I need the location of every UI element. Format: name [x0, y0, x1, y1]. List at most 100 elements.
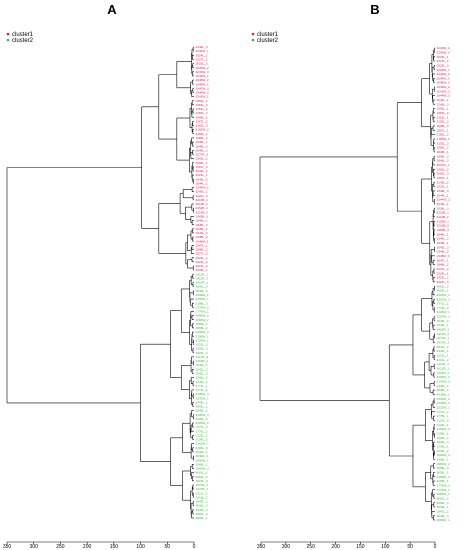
panel-a-axis-ticks: [6, 542, 195, 545]
leaf-label: 1542L_3: [196, 371, 208, 375]
leaf-label: 3211B_2: [437, 215, 449, 219]
leaf-label: 1648L_2: [196, 177, 208, 181]
leaf-label: 1643L_3: [437, 245, 449, 249]
leaf-label: 1822L_3: [437, 440, 449, 444]
leaf-label: 3862L_1: [196, 516, 208, 520]
leaf-label: 1778W_2: [196, 305, 210, 309]
panel-b-legend-cluster1-marker: [251, 32, 255, 36]
leaf-label: 1967L_3: [196, 165, 208, 169]
leaf-label: 2168L_1: [437, 479, 449, 483]
panel-b-dendrogram: 3243W_12243W_32024L_12027L_22023L_32025W…: [259, 46, 451, 522]
leaf-label: 2243W_1: [196, 49, 210, 53]
leaf-label: 2022L_2: [437, 276, 449, 280]
leaf-label: 3243W_2: [437, 72, 451, 76]
leaf-label: 2152B_1: [196, 206, 209, 210]
leaf-label: 2333W_3: [196, 330, 210, 334]
leaf-label: 2005W_1: [437, 375, 451, 379]
leaf-label: 3861L_2: [437, 496, 449, 500]
panel-a: A cluster1 cluster2 2244L_32243W_12024L_…: [3, 2, 209, 550]
leaf-label: 2152L_3: [437, 141, 449, 145]
leaf-label: 2162W_2: [437, 427, 451, 431]
leaf-label: 3221L_1: [437, 185, 449, 189]
leaf-label: 2244L_3: [196, 45, 208, 49]
leaf-label: 3243W_1: [196, 95, 210, 99]
leaf-label: 1241L_1: [437, 444, 449, 448]
leaf-label: 2027R_1: [437, 163, 450, 167]
leaf-label: 2244W_2: [437, 198, 451, 202]
leaf-label: 2027L_2: [437, 267, 449, 271]
leaf-label: 1849L_3: [196, 144, 208, 148]
leaf-label: 1771L_1: [196, 384, 208, 388]
leaf-label: 1417R_2: [437, 332, 450, 336]
leaf-label: 4063L_2: [196, 475, 208, 479]
leaf-label: 3225W_2: [196, 421, 210, 425]
panel-b-tick-label: 150: [356, 544, 365, 550]
leaf-label: 3845L_2: [196, 409, 208, 413]
leaf-label: 1849L_1: [437, 505, 449, 509]
leaf-label: 2211L_1: [437, 354, 449, 358]
leaf-label: 1967L_2: [196, 119, 208, 123]
leaf-label: 4028W_1: [437, 393, 451, 397]
leaf-label: 1963L_2: [196, 157, 208, 161]
leaf-label: 3214B_2: [196, 210, 209, 214]
panel-b-x-axis: 350 300 250 200 150 100 50 0: [257, 541, 437, 550]
leaf-label: 4060W_1: [437, 492, 451, 496]
leaf-label: 2024L_1: [437, 55, 449, 59]
leaf-label: 1843L_2: [196, 508, 208, 512]
leaf-label: 2025W_1: [437, 68, 451, 72]
panel-a-tick-label: 200: [83, 544, 92, 550]
leaf-label: 1648W_3: [437, 81, 451, 85]
panel-a-tick-label: 150: [110, 544, 119, 550]
leaf-label: 1777L_3: [196, 425, 208, 429]
panel-b-tick-label: 300: [282, 544, 291, 550]
leaf-label: 1968L_3: [437, 124, 449, 128]
panel-a-letter: A: [107, 2, 117, 17]
leaf-label: 1846L_2: [196, 148, 208, 152]
leaf-label: 1968L_1: [437, 457, 449, 461]
leaf-label: 1644L_1: [437, 193, 449, 197]
leaf-label: 2183W_2: [196, 128, 210, 132]
leaf-label: 2124L_1: [437, 423, 449, 427]
leaf-label: 3243L_2: [437, 180, 449, 184]
leaf-label: 2166L_1: [437, 431, 449, 435]
panel-a-tick-label: 350: [3, 544, 12, 550]
leaf-label: 2243W_3: [437, 50, 451, 54]
leaf-label: 2155W_1: [196, 297, 210, 301]
leaf-label: 3842L_2: [196, 289, 208, 293]
leaf-label: 2151L_1: [437, 115, 449, 119]
leaf-label: 3226L_3: [196, 417, 208, 421]
leaf-label: 1847L_1: [196, 243, 208, 247]
leaf-label: 2025W_2: [196, 66, 210, 70]
leaf-label: 1967L_1: [437, 128, 449, 132]
leaf-label: 1648M_3: [196, 239, 209, 243]
panel-b-tick-label: 250: [307, 544, 316, 550]
leaf-label: 2024L_1: [196, 256, 208, 260]
leaf-label: 2122L_3: [437, 419, 449, 423]
panel-b-tick-label: 100: [381, 544, 390, 550]
panel-b-legend: cluster1 cluster2: [251, 32, 279, 44]
leaf-label: 2008W_1: [196, 293, 210, 297]
leaf-label: 1643L_3: [196, 231, 208, 235]
leaf-label: 1414R_1: [196, 281, 209, 285]
leaf-label: 2021L_3: [437, 280, 449, 284]
leaf-label: 2124L_2: [196, 438, 208, 442]
leaf-label: 2008W_1: [437, 518, 451, 522]
leaf-label: 1412R_2: [196, 276, 209, 280]
leaf-label: 2168L_3: [196, 301, 208, 305]
leaf-label: 3844R_2: [196, 454, 209, 458]
leaf-label: 1671R_2: [196, 483, 209, 487]
panel-b-axis-ticks: [260, 542, 436, 545]
leaf-label: 1847L_1: [437, 258, 449, 262]
leaf-label: 1542L_1: [437, 323, 449, 327]
leaf-label: 3842L_1: [196, 450, 208, 454]
leaf-label: 3855L_3: [437, 466, 449, 470]
leaf-label: 1414R_2: [437, 371, 450, 375]
leaf-label: 4028W_3: [196, 413, 210, 417]
leaf-label: 1543L_2: [437, 319, 449, 323]
leaf-label: 2027L_2: [196, 252, 208, 256]
leaf-label: 1848L_2: [196, 248, 208, 252]
leaf-label: 2183W_1: [437, 137, 451, 141]
panel-a-legend-cluster1-label: cluster1: [12, 32, 34, 38]
leaf-label: 2024L_1: [437, 271, 449, 275]
leaf-label: 1643W_3: [196, 86, 210, 90]
